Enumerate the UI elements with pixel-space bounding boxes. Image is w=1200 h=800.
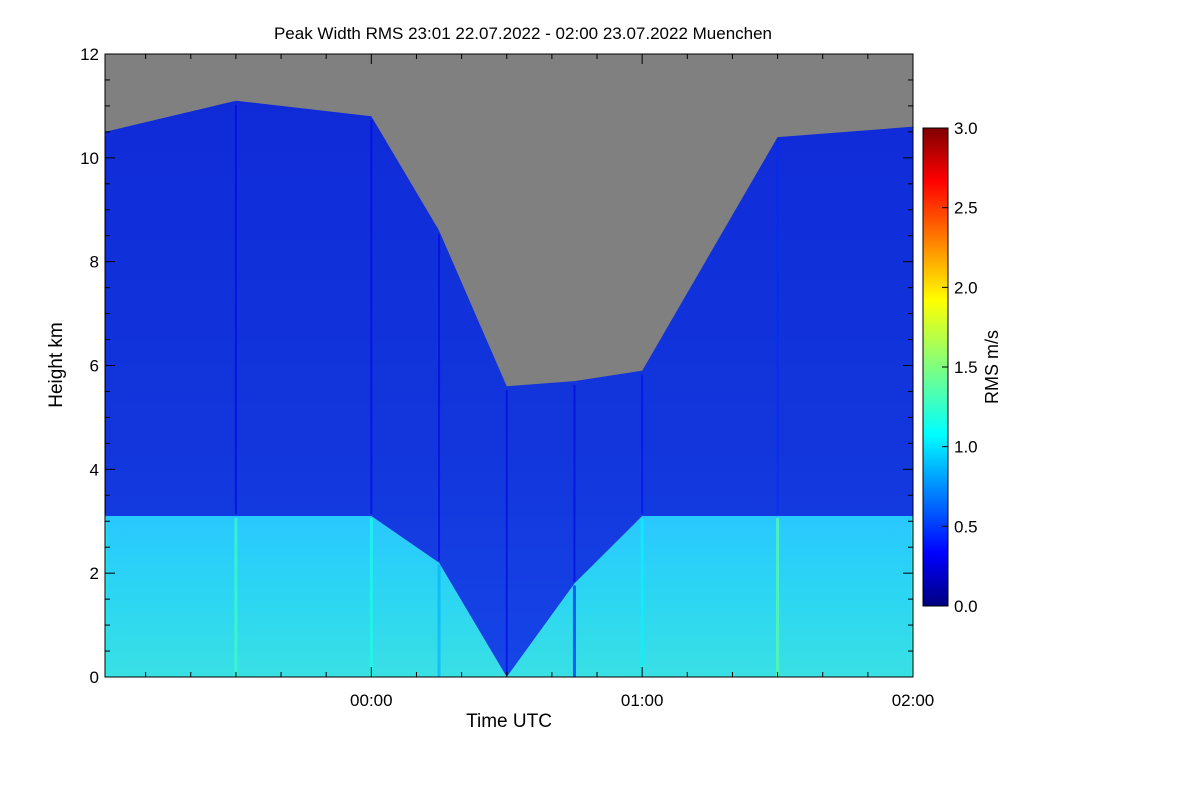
x-axis-label: Time UTC <box>466 711 552 732</box>
colorbar-tick-label: 1.0 <box>954 438 978 457</box>
y-tick-label: 2 <box>90 564 99 583</box>
x-tick-label: 01:00 <box>621 691 664 710</box>
y-tick-label: 8 <box>90 253 99 272</box>
colorbar-tick-label: 3.0 <box>954 119 978 138</box>
y-tick-label: 6 <box>90 357 99 376</box>
heatmap-region-boundary-layer <box>105 516 913 677</box>
colorbar-tick-label: 1.5 <box>954 358 978 377</box>
colorbar: 0.0 0.5 1.0 1.5 2.0 2.5 3.0 RMS m/s <box>922 119 1002 616</box>
colorbar-tick-label: 2.5 <box>954 199 978 218</box>
y-tick-label: 0 <box>90 668 99 687</box>
x-tick-label: 02:00 <box>892 691 935 710</box>
chart-title: Peak Width RMS 23:01 22.07.2022 - 02:00 … <box>274 24 772 43</box>
plot-area <box>105 54 913 677</box>
heatmap-layer <box>105 100 913 677</box>
y-tick-label: 12 <box>80 45 99 64</box>
colorbar-ticks: 0.0 0.5 1.0 1.5 2.0 2.5 3.0 <box>942 119 978 616</box>
axes: 0 2 4 6 8 10 12 00:00 01:00 02:00 <box>80 45 934 710</box>
x-tick-label: 00:00 <box>350 691 393 710</box>
y-tick-label: 4 <box>90 460 99 479</box>
colorbar-tick-label: 0.5 <box>954 517 978 536</box>
heatmap-region-upper-troposphere <box>105 100 913 677</box>
colorbar-label: RMS m/s <box>982 330 1002 404</box>
colorbar-tick-label: 0.0 <box>954 597 978 616</box>
y-tick-label: 10 <box>80 149 99 168</box>
y-axis-label: Height km <box>46 322 67 408</box>
colorbar-tick-label: 2.0 <box>954 278 978 297</box>
